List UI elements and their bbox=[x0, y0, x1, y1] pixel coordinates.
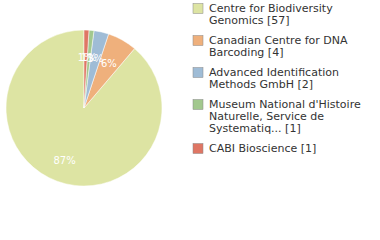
chart: 87%6%3%1%1%Centre for BiodiversityGenomi… bbox=[0, 0, 380, 240]
slice bbox=[84, 30, 89, 108]
slice bbox=[84, 30, 94, 108]
legend-swatch bbox=[193, 4, 203, 14]
legend-label: CABI Bioscience [1] bbox=[209, 142, 316, 155]
legend-swatch bbox=[193, 144, 203, 154]
legend-swatch bbox=[193, 68, 203, 78]
legend-swatch bbox=[193, 100, 203, 110]
data-labels: 87%6%3%1%1% bbox=[53, 52, 116, 166]
data-label: 6% bbox=[101, 58, 117, 69]
data-label: 1% bbox=[78, 52, 94, 63]
legend: Centre for BiodiversityGenomics [57] Cana… bbox=[193, 2, 361, 155]
data-label: 87% bbox=[53, 155, 75, 166]
legend-label: Museum National d'HistoireNaturelle, Ser… bbox=[209, 98, 361, 135]
slices bbox=[6, 30, 162, 186]
legend-label: Canadian Centre for DNABarcoding [4] bbox=[209, 34, 348, 59]
legend-swatch bbox=[193, 36, 203, 46]
legend-label: Advanced IdentificationMethods GmbH [2] bbox=[209, 66, 339, 91]
slice bbox=[6, 30, 162, 186]
legend-label: Centre for BiodiversityGenomics [57] bbox=[209, 2, 333, 27]
